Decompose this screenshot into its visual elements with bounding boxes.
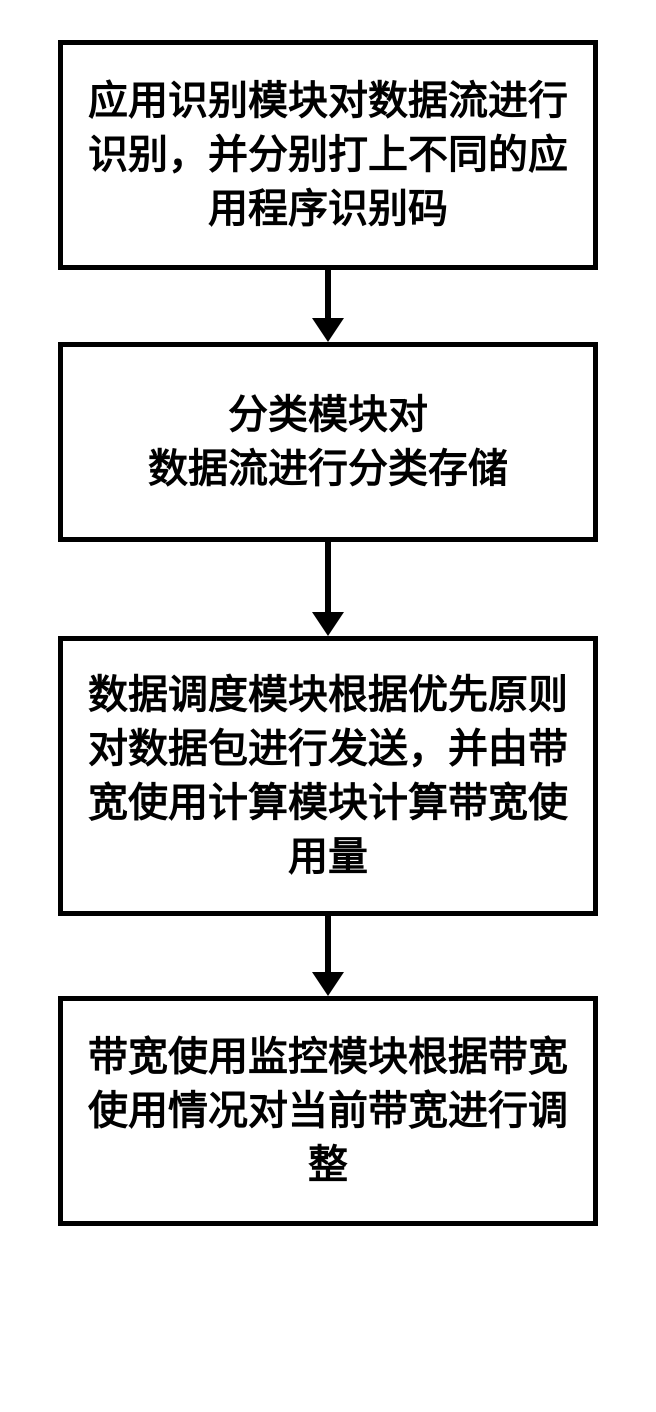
node-text: 数据调度模块根据优先原则对数据包进行发送，并由带宽使用计算模块计算带宽使用量: [87, 668, 569, 884]
arrow-head-icon: [312, 612, 344, 636]
flowchart-arrow-1: [312, 270, 344, 342]
flowchart-node-1: 应用识别模块对数据流进行识别，并分别打上不同的应用程序识别码: [58, 40, 598, 270]
node-text: 分类模块对 数据流进行分类存储: [148, 388, 508, 496]
flowchart-arrow-3: [312, 916, 344, 996]
flowchart-node-2: 分类模块对 数据流进行分类存储: [58, 342, 598, 542]
node-text: 带宽使用监控模块根据带宽使用情况对当前带宽进行调整: [87, 1030, 569, 1192]
arrow-head-icon: [312, 318, 344, 342]
arrow-line: [325, 916, 331, 972]
arrow-line: [325, 270, 331, 318]
node-text: 应用识别模块对数据流进行识别，并分别打上不同的应用程序识别码: [87, 74, 569, 236]
flowchart-node-4: 带宽使用监控模块根据带宽使用情况对当前带宽进行调整: [58, 996, 598, 1226]
arrow-head-icon: [312, 972, 344, 996]
arrow-line: [325, 542, 331, 612]
flowchart-node-3: 数据调度模块根据优先原则对数据包进行发送，并由带宽使用计算模块计算带宽使用量: [58, 636, 598, 916]
flowchart-arrow-2: [312, 542, 344, 636]
flowchart-container: 应用识别模块对数据流进行识别，并分别打上不同的应用程序识别码 分类模块对 数据流…: [58, 40, 598, 1226]
